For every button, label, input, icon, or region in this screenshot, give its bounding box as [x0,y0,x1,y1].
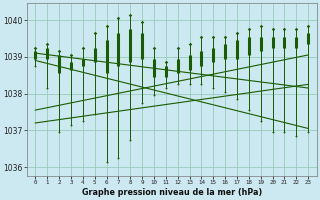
X-axis label: Graphe pression niveau de la mer (hPa): Graphe pression niveau de la mer (hPa) [82,188,262,197]
